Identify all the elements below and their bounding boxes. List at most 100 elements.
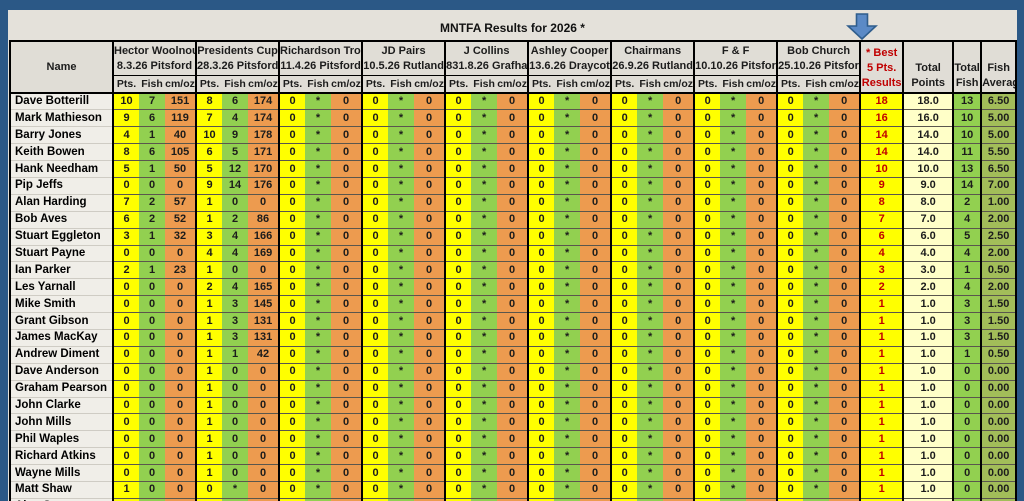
- fish-cell[interactable]: 1: [139, 126, 165, 145]
- cmoz-cell[interactable]: 0: [165, 447, 197, 466]
- pts-cell[interactable]: 1: [195, 413, 223, 432]
- pts-cell[interactable]: 0: [693, 278, 721, 297]
- pts-cell[interactable]: 0: [444, 346, 472, 364]
- cmoz-cell[interactable]: 50: [165, 160, 197, 178]
- pts-cell[interactable]: 0: [112, 312, 139, 330]
- cmoz-cell[interactable]: 0: [497, 363, 529, 381]
- pts-cell[interactable]: 0: [444, 126, 472, 145]
- cmoz-cell[interactable]: 0: [497, 194, 529, 212]
- pts-cell[interactable]: 0: [610, 93, 638, 111]
- pts-cell[interactable]: 0: [776, 363, 804, 381]
- fish-cell[interactable]: *: [388, 278, 415, 297]
- cmoz-cell[interactable]: 0: [414, 447, 446, 466]
- best5-cell[interactable]: 1: [859, 295, 904, 314]
- cmoz-cell[interactable]: 170: [248, 160, 280, 178]
- fish-cell[interactable]: *: [471, 211, 498, 229]
- pts-cell[interactable]: 3: [195, 228, 223, 246]
- pts-cell[interactable]: 0: [610, 481, 638, 499]
- fish-cell[interactable]: *: [637, 109, 664, 128]
- pts-cell[interactable]: 0: [610, 194, 638, 212]
- fish-cell[interactable]: *: [637, 211, 664, 229]
- cmoz-cell[interactable]: 0: [331, 143, 363, 162]
- cmoz-cell[interactable]: 0: [165, 278, 197, 297]
- fish-cell[interactable]: 6: [139, 143, 165, 162]
- fish-cell[interactable]: 4: [222, 228, 249, 246]
- pts-cell[interactable]: 0: [527, 295, 555, 314]
- cmoz-cell[interactable]: 0: [331, 177, 363, 195]
- pts-cell[interactable]: 0: [527, 312, 555, 330]
- cmoz-cell[interactable]: 0: [248, 464, 280, 482]
- cmoz-cell[interactable]: 119: [165, 109, 197, 128]
- fish-cell[interactable]: *: [471, 464, 498, 482]
- total-points-cell[interactable]: 18.0: [902, 93, 954, 111]
- fish-cell[interactable]: *: [471, 194, 498, 212]
- pts-cell[interactable]: 0: [776, 329, 804, 347]
- pts-cell[interactable]: 0: [444, 329, 472, 347]
- fish-cell[interactable]: *: [720, 413, 747, 432]
- cmoz-cell[interactable]: 0: [248, 380, 280, 398]
- pts-cell[interactable]: 0: [693, 481, 721, 499]
- player-name-cell[interactable]: Alan Harding: [10, 194, 113, 212]
- fish-cell[interactable]: *: [305, 430, 332, 449]
- fish-cell[interactable]: 3: [222, 312, 249, 330]
- fish-cell[interactable]: *: [388, 211, 415, 229]
- fish-cell[interactable]: *: [554, 447, 581, 466]
- pts-cell[interactable]: 0: [693, 464, 721, 482]
- fish-cell[interactable]: *: [388, 109, 415, 128]
- fish-cell[interactable]: *: [305, 363, 332, 381]
- pts-cell[interactable]: 0: [693, 143, 721, 162]
- cmoz-cell[interactable]: 0: [829, 346, 861, 364]
- fish-cell[interactable]: *: [305, 245, 332, 263]
- pts-cell[interactable]: 0: [278, 413, 306, 432]
- fish-cell[interactable]: 0: [139, 464, 165, 482]
- cmoz-cell[interactable]: 0: [746, 228, 778, 246]
- cmoz-cell[interactable]: 0: [580, 143, 612, 162]
- fish-cell[interactable]: 0: [139, 363, 165, 381]
- cmoz-cell[interactable]: 171: [248, 143, 280, 162]
- pts-cell[interactable]: 1: [195, 430, 223, 449]
- fish-cell[interactable]: *: [803, 245, 830, 263]
- cmoz-cell[interactable]: 0: [497, 126, 529, 145]
- fish-cell[interactable]: *: [388, 295, 415, 314]
- fish-cell[interactable]: *: [305, 228, 332, 246]
- pts-cell[interactable]: 0: [527, 447, 555, 466]
- best5-cell[interactable]: 1: [859, 430, 904, 449]
- pts-cell[interactable]: 0: [610, 126, 638, 145]
- pts-cell[interactable]: 0: [444, 363, 472, 381]
- cmoz-cell[interactable]: 40: [165, 126, 197, 145]
- cmoz-cell[interactable]: 0: [663, 211, 695, 229]
- cmoz-cell[interactable]: 0: [829, 245, 861, 263]
- cmoz-cell[interactable]: 0: [663, 160, 695, 178]
- pts-cell[interactable]: 0: [444, 160, 472, 178]
- cmoz-cell[interactable]: 0: [829, 413, 861, 432]
- subheader-fish[interactable]: Fish: [388, 75, 415, 93]
- event-header-5[interactable]: J Collins 831.8.26 Grafham: [444, 41, 529, 76]
- fish-cell[interactable]: 0: [222, 464, 249, 482]
- fish-cell[interactable]: *: [305, 278, 332, 297]
- cmoz-cell[interactable]: 0: [331, 211, 363, 229]
- pts-cell[interactable]: 0: [527, 160, 555, 178]
- best5-cell[interactable]: 7: [859, 211, 904, 229]
- fish-average-cell[interactable]: 2.50: [980, 228, 1017, 246]
- pts-cell[interactable]: 1: [195, 447, 223, 466]
- fish-cell[interactable]: *: [471, 278, 498, 297]
- pts-cell[interactable]: 0: [610, 312, 638, 330]
- cmoz-cell[interactable]: 0: [165, 481, 197, 499]
- total-points-cell[interactable]: 1.0: [902, 430, 954, 449]
- pts-cell[interactable]: 0: [278, 295, 306, 314]
- pts-cell[interactable]: 0: [776, 295, 804, 314]
- name-column-header[interactable]: Name: [10, 41, 113, 93]
- player-name-cell[interactable]: Ian Parker: [10, 261, 113, 280]
- total-points-cell[interactable]: 10.0: [902, 160, 954, 178]
- fish-cell[interactable]: *: [388, 481, 415, 499]
- cmoz-cell[interactable]: 0: [497, 109, 529, 128]
- cmoz-cell[interactable]: 0: [497, 228, 529, 246]
- cmoz-cell[interactable]: 0: [746, 177, 778, 195]
- pts-cell[interactable]: 0: [693, 363, 721, 381]
- fish-cell[interactable]: *: [720, 194, 747, 212]
- cmoz-cell[interactable]: 0: [414, 211, 446, 229]
- fish-cell[interactable]: 0: [139, 177, 165, 195]
- total-fish-cell[interactable]: 14: [952, 177, 982, 195]
- total-fish-cell[interactable]: 1: [952, 261, 982, 280]
- pts-cell[interactable]: 0: [610, 211, 638, 229]
